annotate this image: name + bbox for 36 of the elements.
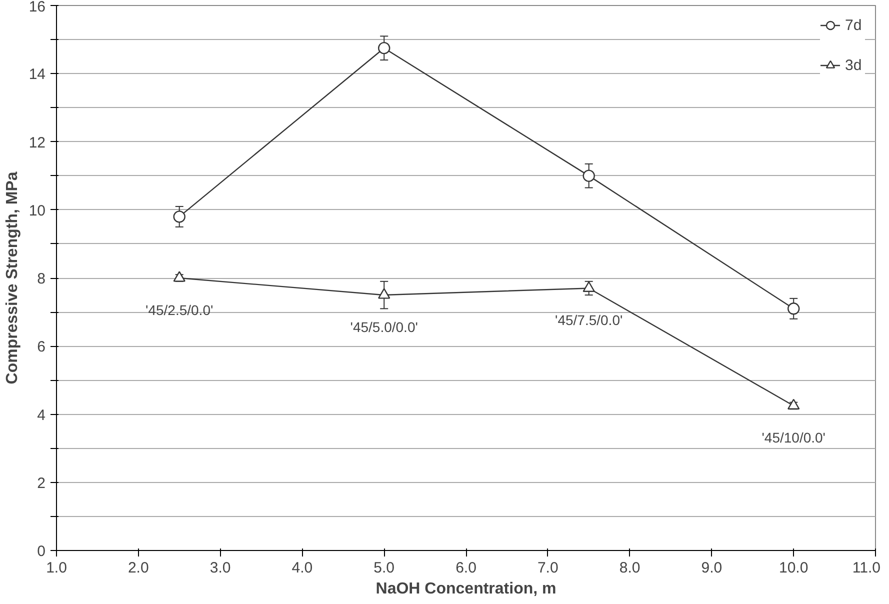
x-tick-label: 3.0	[210, 560, 231, 576]
x-tick-label: 2.0	[128, 560, 149, 576]
x-tick-label: 8.0	[619, 560, 640, 576]
point	[173, 210, 186, 223]
annotation: '45/5.0/0.0'	[350, 319, 418, 336]
x-tick-label: 1.0	[46, 560, 67, 576]
y-tick-label: 2	[37, 474, 46, 492]
point	[173, 271, 186, 282]
legend-label: 7d	[845, 16, 863, 34]
y-tick-label: 14	[28, 66, 46, 84]
x-tick-label: 10.0	[779, 560, 808, 576]
point	[378, 42, 390, 54]
legend-label: 3d	[845, 56, 863, 74]
x-axis-title: NaOH Concentration, m	[376, 580, 556, 598]
point	[582, 281, 595, 292]
y-tick-label: 16	[28, 0, 46, 16]
x-tick-label: 9.0	[701, 560, 722, 576]
y-tick-label: 10	[28, 202, 46, 220]
annotation: '45/7.5/0.0'	[555, 312, 623, 328]
y-axis-title: Compressive Strength, MPa	[4, 172, 21, 384]
annotation: '45/10/0.0'	[762, 430, 826, 446]
annotation: '45/2.5/0.0'	[146, 302, 214, 318]
point	[378, 288, 390, 299]
y-tick-label: 6	[37, 338, 46, 356]
x-tick-label: 6.0	[456, 560, 476, 576]
y-tick-label: 0	[37, 543, 46, 560]
y-tick-label: 12	[28, 134, 46, 152]
y-tick-label: 4	[37, 406, 46, 424]
x-tick-label: 5.0	[374, 560, 395, 576]
x-tick-label: 11.0	[852, 560, 881, 576]
y-tick-label: 8	[37, 270, 46, 288]
point	[582, 170, 595, 182]
point	[788, 302, 800, 315]
point	[788, 398, 800, 410]
x-tick-label: 4.0	[292, 560, 313, 576]
x-tick-label: 7.0	[537, 560, 558, 576]
